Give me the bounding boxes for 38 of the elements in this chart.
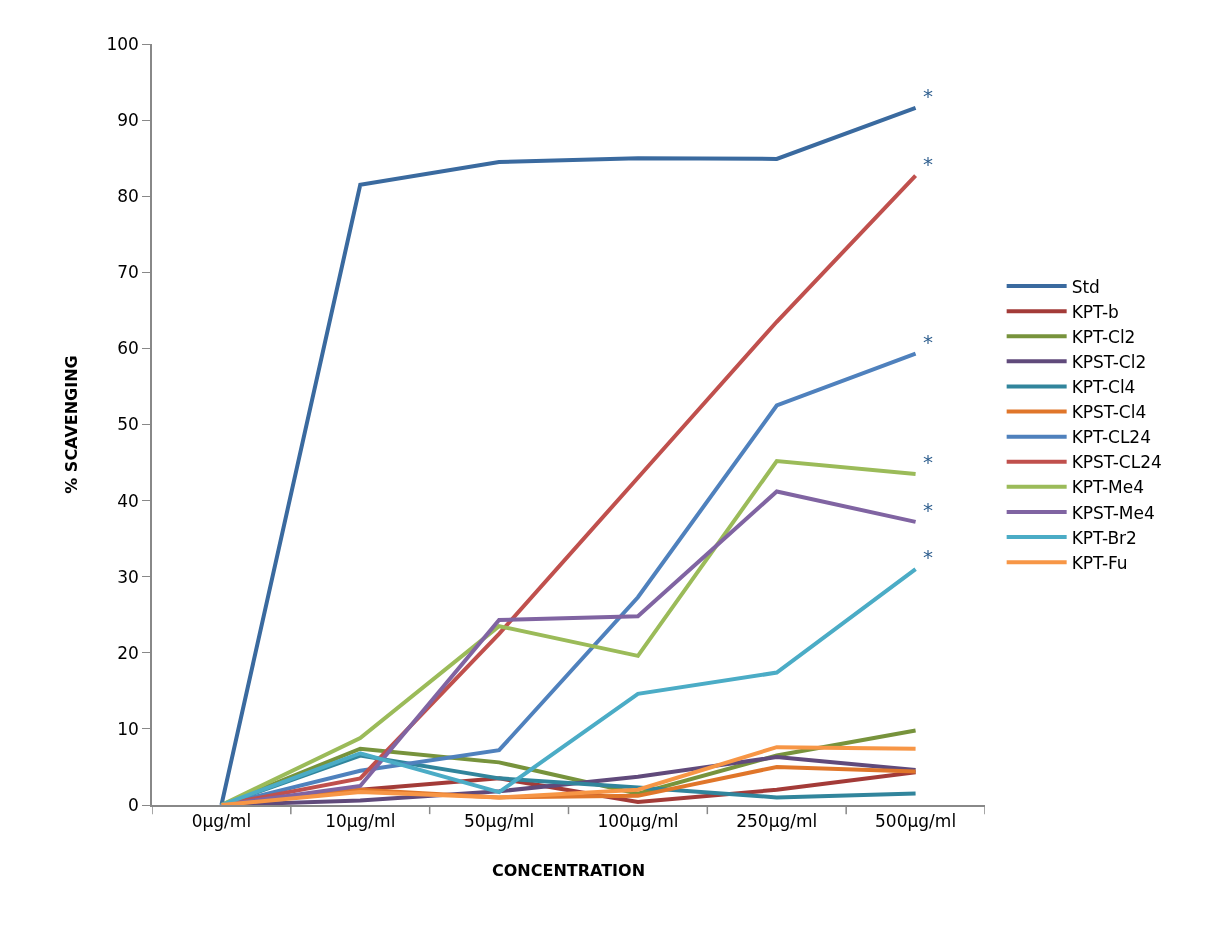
x-tick-label: 50μg/ml	[463, 811, 535, 832]
x-tick-label: 10μg/ml	[325, 811, 396, 832]
y-tick-label: 100	[106, 33, 139, 54]
y-tick-label: 20	[117, 642, 139, 663]
annotation: *	[923, 545, 933, 569]
legend-label: KPST-Cl2	[1071, 351, 1147, 372]
y-axis-title: % SCAVENGING	[61, 355, 81, 494]
legend-label: KPST-CL24	[1071, 452, 1162, 473]
legend-label: KPST-Cl4	[1071, 402, 1147, 423]
x-axis-title: CONCENTRATION	[491, 861, 646, 881]
legend-label: KPST-Me4	[1071, 502, 1155, 523]
annotation: *	[923, 152, 933, 176]
annotation: *	[923, 330, 933, 354]
y-tick-label: 80	[117, 186, 139, 207]
annotation: *	[923, 84, 933, 108]
legend-label: KPT-CL24	[1071, 427, 1151, 448]
annotation: *	[923, 498, 933, 522]
legend-label: Std	[1071, 276, 1100, 297]
legend-label: KPT-b	[1071, 301, 1119, 322]
legend-label: KPT-Cl4	[1071, 377, 1136, 398]
annotation: *	[923, 450, 933, 474]
y-tick-label: 30	[117, 566, 139, 587]
legend-label: KPT-Me4	[1071, 477, 1144, 498]
line-series	[219, 567, 918, 805]
y-tick-label: 50	[117, 414, 139, 435]
x-tick-label: 500μg/ml	[875, 811, 957, 832]
y-tick-label: 10	[117, 718, 139, 739]
x-tick-label: 250μg/ml	[736, 811, 818, 832]
y-tick-label: 90	[117, 110, 139, 131]
legend-label: KPT-Fu	[1071, 552, 1128, 573]
x-tick-label: 0μg/ml	[191, 811, 252, 832]
y-tick-label: 60	[117, 338, 139, 359]
y-tick-label: 70	[117, 262, 139, 283]
legend-label: KPT-Br2	[1071, 527, 1137, 548]
legend-label: KPT-Cl2	[1071, 326, 1136, 347]
x-tick-label: 100μg/ml	[597, 811, 679, 832]
y-tick-label: 40	[117, 490, 139, 511]
y-tick-label: 0	[128, 794, 139, 815]
